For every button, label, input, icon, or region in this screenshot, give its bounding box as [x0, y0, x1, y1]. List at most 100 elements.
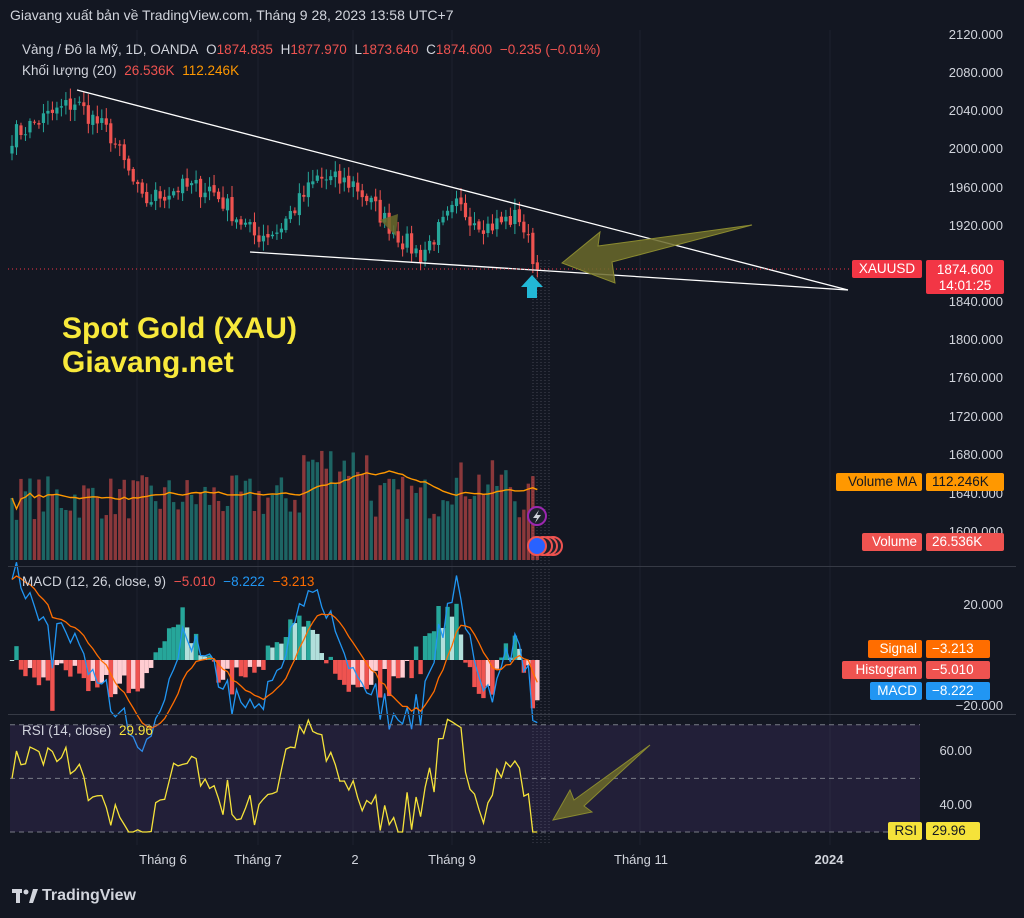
- candle-body: [504, 216, 508, 222]
- macd-legend-title[interactable]: MACD (12, 26, close, 9): [22, 574, 167, 589]
- volume-bar: [28, 478, 32, 560]
- macd-histogram-bar: [77, 660, 82, 674]
- volume-bar: [221, 511, 225, 560]
- candle-body: [315, 175, 319, 181]
- volume-bar: [423, 479, 427, 560]
- volume-bar: [418, 487, 423, 560]
- candle-body: [401, 243, 405, 250]
- macd-histogram-bar: [346, 660, 351, 692]
- last-price-label: 1874.600 14:01:25: [926, 260, 1004, 294]
- macd-histogram-bar: [467, 660, 473, 668]
- candle-body: [414, 248, 418, 254]
- volume-bar: [261, 513, 266, 560]
- candle-body: [252, 222, 257, 236]
- macd-histogram-bar: [530, 660, 536, 709]
- rsi-legend-title[interactable]: RSI (14, close): [22, 723, 112, 738]
- volume-value-label: 26.536K: [926, 533, 1004, 551]
- symbol-title[interactable]: Vàng / Đô la Mỹ, 1D, OANDA: [22, 42, 199, 57]
- candle-body: [342, 177, 346, 183]
- volume-bar: [194, 504, 198, 560]
- candle-body: [234, 219, 239, 223]
- volume-bar: [275, 485, 279, 560]
- candle-body: [459, 197, 463, 205]
- volume-bar: [338, 471, 342, 560]
- signal-name-label: Signal: [868, 640, 922, 658]
- tradingview-logo[interactable]: TradingView: [12, 887, 136, 905]
- volume-bar: [77, 517, 82, 560]
- candle-body: [136, 181, 140, 185]
- volume-bar: [73, 494, 77, 560]
- candle-body: [14, 124, 19, 148]
- up-arrow-marker: [521, 275, 543, 298]
- volume-bar: [427, 518, 432, 560]
- macd-histogram-bar: [369, 660, 374, 685]
- macd-legend[interactable]: MACD (12, 26, close, 9) −5.010 −8.222 −3…: [22, 574, 318, 589]
- volume-ma-legend-value: 112.246K: [182, 63, 240, 78]
- volume-bar: [162, 487, 167, 560]
- candle-body: [19, 125, 23, 136]
- rsi-axis-tick: 40.00: [939, 797, 972, 812]
- price-axis-tick: 1960.000: [949, 180, 1003, 195]
- candle-body: [427, 240, 432, 251]
- price-axis-tick: 1800.000: [949, 332, 1003, 347]
- rsi-pane-separator[interactable]: [8, 714, 1016, 715]
- macd-histogram-bar: [126, 660, 131, 694]
- candle-body: [324, 179, 328, 181]
- candle-body: [172, 191, 176, 196]
- rsi-legend[interactable]: RSI (14, close) 29.96: [22, 723, 157, 738]
- candle-body: [356, 182, 360, 192]
- candle-body: [109, 123, 113, 144]
- candle-body: [149, 202, 153, 205]
- macd-histogram-bar: [521, 660, 527, 673]
- price-axis-tick: 1680.000: [949, 447, 1003, 462]
- candle-body: [190, 183, 194, 186]
- macd-histogram-bar: [485, 660, 491, 686]
- macd-histogram-bar: [382, 660, 387, 669]
- rsi-value-label: 29.96: [926, 822, 980, 840]
- volume-ma-value-label: 112.246K: [926, 473, 1004, 491]
- price-axis-tick: 1720.000: [949, 409, 1003, 424]
- macd-histogram-bar: [490, 660, 495, 695]
- candle-body: [284, 218, 288, 231]
- symbol-legend[interactable]: Vàng / Đô la Mỹ, 1D, OANDA O1874.835 H18…: [22, 42, 605, 57]
- volume-legend[interactable]: Khối lượng (20) 26.536K 112.246K: [22, 63, 243, 78]
- macd-histogram-bar: [95, 660, 100, 688]
- candle-body: [472, 223, 477, 226]
- macd-histogram-bar: [526, 660, 531, 666]
- volume-bar: [306, 461, 311, 560]
- volume-bar: [481, 494, 486, 560]
- macd-histogram-bar: [108, 660, 113, 698]
- volume-legend-value: 26.536K: [124, 63, 175, 78]
- volume-bar: [122, 479, 126, 560]
- time-axis-tick: Tháng 9: [428, 852, 476, 867]
- open-value: 1874.835: [216, 42, 273, 57]
- macd-histogram-bar: [458, 634, 464, 660]
- macd-histogram-bar: [342, 660, 347, 685]
- candle-body: [257, 235, 261, 242]
- macd-histogram-bar: [409, 660, 414, 679]
- candle-body: [418, 249, 423, 263]
- macd-histogram-bar: [337, 660, 342, 680]
- volume-bar: [41, 511, 46, 560]
- macd-histogram-bar: [512, 635, 518, 660]
- macd-histogram-bar: [377, 660, 383, 698]
- macd-pane-separator[interactable]: [8, 566, 1016, 567]
- volume-bar: [180, 501, 185, 560]
- candle-body: [445, 210, 450, 216]
- volume-legend-title[interactable]: Khối lượng (20): [22, 63, 117, 78]
- volume-bar: [207, 504, 212, 560]
- candle-body: [46, 110, 50, 114]
- symbol-price-label: XAUUSD: [852, 260, 922, 278]
- macd-histogram-bar: [265, 645, 271, 660]
- candle-body: [495, 218, 499, 230]
- volume-bar: [477, 474, 481, 560]
- macd-histogram-bar: [59, 660, 64, 664]
- candle-body: [405, 233, 409, 248]
- high-label: H: [280, 42, 291, 57]
- candle-body: [10, 145, 14, 154]
- candle-body: [37, 123, 41, 125]
- macd-histogram-bar: [436, 606, 441, 660]
- macd-histogram-bar: [171, 627, 176, 660]
- volume-bar: [82, 485, 86, 560]
